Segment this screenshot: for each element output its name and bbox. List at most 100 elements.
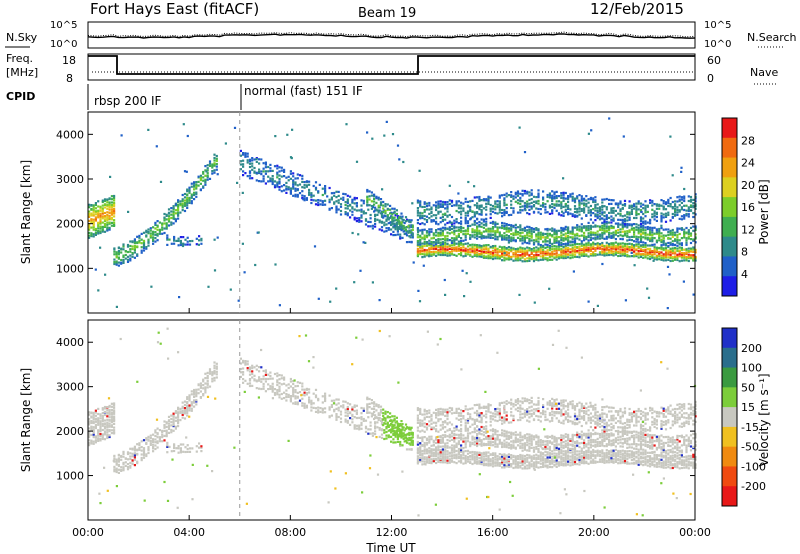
power-cell bbox=[101, 228, 104, 231]
velocity-cell bbox=[253, 374, 256, 377]
power-cell bbox=[450, 250, 454, 253]
velocity-cell bbox=[355, 404, 358, 407]
velocity-cell bbox=[202, 380, 205, 383]
power-cell bbox=[523, 189, 526, 193]
power-cell bbox=[583, 253, 586, 256]
power-cell bbox=[573, 214, 577, 217]
power-cell bbox=[594, 238, 597, 241]
power-cell bbox=[101, 210, 104, 213]
velocity-cell bbox=[510, 454, 513, 457]
velocity-cell bbox=[271, 377, 274, 380]
power-noise-cell bbox=[563, 227, 566, 230]
power-cell bbox=[448, 244, 451, 247]
power-cell bbox=[324, 187, 327, 190]
power-cell bbox=[605, 214, 608, 217]
power-cell bbox=[569, 254, 572, 257]
power-cell bbox=[594, 203, 597, 206]
velocity-cell bbox=[428, 454, 431, 457]
velocity-cell bbox=[516, 457, 520, 461]
power-cell bbox=[441, 229, 444, 232]
power-cell bbox=[464, 254, 467, 257]
power-cell bbox=[136, 241, 139, 244]
power-cell bbox=[487, 233, 490, 236]
power-cell bbox=[344, 203, 347, 207]
power-cell bbox=[94, 229, 97, 232]
velocity-cell bbox=[351, 406, 354, 409]
velocity-cell bbox=[457, 455, 460, 458]
power-cell bbox=[285, 181, 288, 184]
velocity-cell bbox=[498, 462, 501, 465]
power-cell bbox=[471, 210, 474, 213]
power-cell bbox=[469, 208, 472, 211]
velocity-cell bbox=[126, 468, 130, 471]
power-cell bbox=[92, 226, 95, 229]
power-cell bbox=[193, 193, 196, 197]
power-cell bbox=[626, 239, 629, 242]
power-noise-cell bbox=[182, 123, 185, 126]
power-cell bbox=[423, 241, 426, 244]
power-cell bbox=[639, 216, 643, 219]
power-cell bbox=[655, 231, 658, 234]
power-cell bbox=[512, 248, 515, 251]
power-cell bbox=[346, 207, 349, 210]
power-cell bbox=[450, 244, 454, 247]
power-cell bbox=[667, 245, 670, 248]
power-cell bbox=[637, 202, 640, 205]
power-cell bbox=[537, 250, 540, 253]
freq-panel-frame bbox=[87, 53, 696, 81]
power-noise-cell bbox=[468, 206, 471, 209]
power-cell bbox=[587, 225, 590, 228]
power-cell bbox=[544, 254, 547, 257]
power-cell bbox=[122, 254, 125, 257]
power-cell bbox=[621, 248, 624, 251]
power-noise-cell bbox=[473, 185, 476, 188]
power-cell bbox=[587, 234, 590, 237]
power-cell bbox=[296, 195, 299, 198]
power-cell bbox=[428, 217, 431, 220]
velocity-cell bbox=[394, 426, 397, 429]
power-cell bbox=[264, 163, 267, 166]
velocity-cell bbox=[296, 391, 299, 394]
power-cell bbox=[184, 243, 187, 246]
power-cell bbox=[683, 254, 686, 258]
velocity-cell bbox=[248, 366, 252, 369]
velocity-cell bbox=[383, 431, 386, 434]
velocity-cell bbox=[351, 413, 354, 416]
power-cell bbox=[669, 251, 672, 254]
power-cell bbox=[423, 248, 426, 252]
power-cell bbox=[530, 251, 533, 254]
power-cell bbox=[694, 233, 697, 236]
power-cell bbox=[476, 206, 479, 209]
power-cell bbox=[464, 222, 467, 225]
velocity-cell bbox=[126, 466, 130, 469]
power-cell bbox=[494, 246, 497, 249]
power-cell bbox=[548, 238, 551, 241]
power-cell bbox=[292, 172, 295, 175]
velocity-cell bbox=[399, 428, 402, 431]
power-cell bbox=[567, 196, 570, 199]
power-cell bbox=[653, 218, 656, 221]
velocity-cell bbox=[278, 393, 281, 396]
power-cell bbox=[612, 250, 615, 253]
power-cell bbox=[292, 187, 295, 190]
power-cell bbox=[441, 226, 444, 229]
power-cell bbox=[617, 222, 620, 225]
power-cell bbox=[491, 253, 495, 257]
velocity-cell bbox=[519, 456, 522, 459]
velocity-cell bbox=[276, 393, 279, 396]
power-cell bbox=[242, 163, 245, 166]
power-cell bbox=[573, 201, 577, 204]
power-cell bbox=[548, 212, 551, 215]
power-cell bbox=[142, 249, 146, 252]
power-cell bbox=[292, 181, 295, 184]
power-cell bbox=[97, 209, 100, 212]
power-cell bbox=[170, 210, 173, 213]
power-cell bbox=[156, 220, 159, 223]
power-cell bbox=[580, 234, 583, 237]
power-cell bbox=[683, 195, 686, 198]
velocity-cell bbox=[301, 397, 304, 400]
velocity-cell bbox=[142, 447, 146, 450]
velocity-cell bbox=[473, 457, 476, 460]
velocity-cell bbox=[393, 415, 396, 418]
power-cell bbox=[642, 221, 645, 225]
